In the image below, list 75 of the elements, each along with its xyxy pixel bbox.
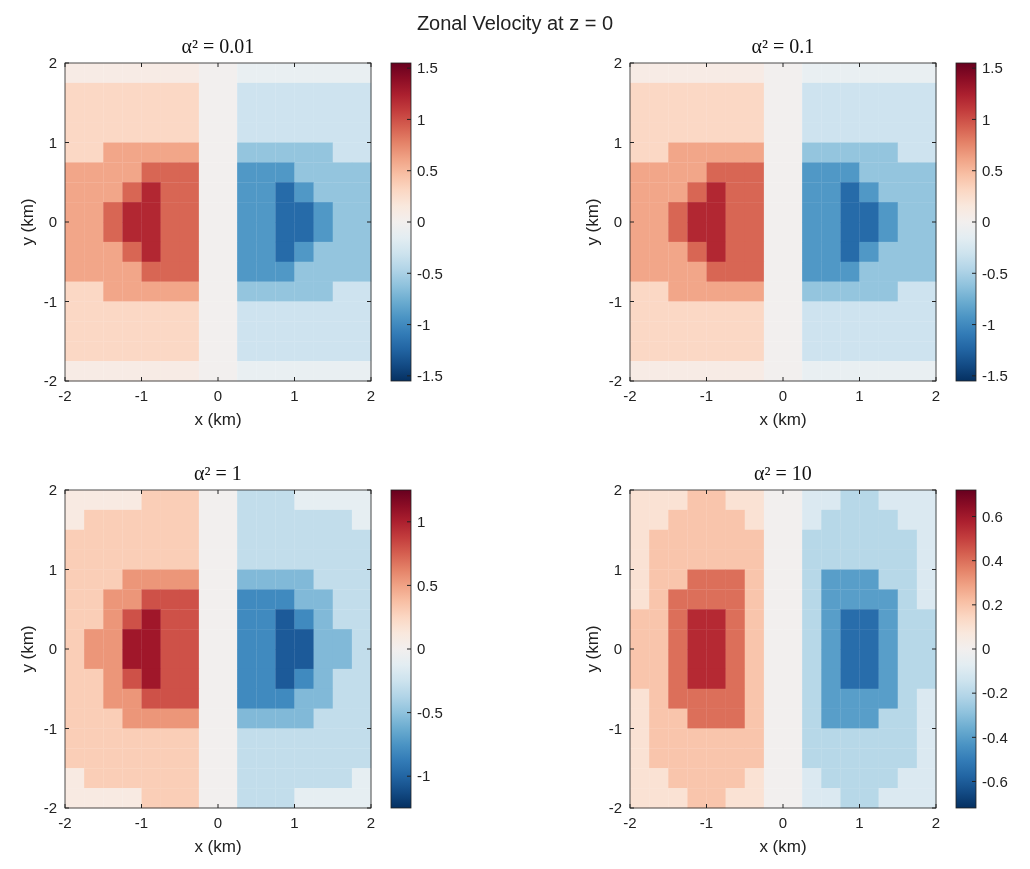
- y-tick-label: 1: [48, 133, 57, 151]
- y-tick-label: -2: [608, 372, 622, 390]
- color-bar-label: 1: [417, 110, 426, 128]
- color-bar-label: 0.2: [982, 596, 1003, 614]
- y-tick-label: -1: [608, 292, 622, 310]
- x-tick-label: 1: [290, 814, 299, 831]
- x-tick-label: 1: [855, 387, 864, 404]
- y-axis-title: y (km): [583, 198, 602, 246]
- color-bar-label: -1: [417, 315, 431, 333]
- y-axis-title: y (km): [18, 198, 37, 246]
- color-bar-label: 1.5: [417, 59, 438, 77]
- y-tick-label: 1: [613, 133, 622, 151]
- y-tick-label: -2: [608, 799, 622, 817]
- color-bar-label: 0.6: [982, 507, 1003, 525]
- color-bar-label: -0.2: [982, 684, 1008, 702]
- x-axis-title: x (km): [194, 837, 242, 856]
- chart-title: α² = 0.01: [181, 35, 255, 57]
- x-tick-label: -1: [134, 814, 149, 831]
- x-axis-title: x (km): [194, 410, 242, 429]
- x-tick-label: 2: [366, 814, 376, 831]
- color-bar-label: 0.5: [982, 161, 1003, 179]
- color-bar-label: 0: [982, 640, 991, 658]
- y-tick-label: 2: [48, 481, 57, 499]
- x-tick-label: 0: [213, 814, 223, 831]
- x-tick-label: 1: [290, 387, 299, 404]
- color-bar-label: 0.5: [417, 576, 438, 594]
- y-axis-title: y (km): [583, 625, 602, 673]
- color-bar-label: 0: [417, 213, 426, 231]
- y-tick-label: 0: [48, 640, 57, 658]
- color-bar-label: -1.5: [982, 367, 1008, 385]
- y-tick-label: 1: [613, 560, 622, 578]
- color-bar-label: 1: [982, 110, 991, 128]
- chart-title: α² = 10: [754, 462, 812, 484]
- x-axis-title: x (km): [759, 837, 807, 856]
- color-bar-label: -0.5: [417, 264, 443, 282]
- color-bar-label: 1.5: [982, 59, 1003, 77]
- x-tick-label: -1: [134, 387, 149, 404]
- y-tick-label: -1: [608, 719, 622, 737]
- text: Zonal Velocity at z = 0: [416, 12, 614, 34]
- y-tick-label: 2: [613, 481, 622, 499]
- x-tick-label: 2: [931, 387, 941, 404]
- x-tick-label: 2: [931, 814, 941, 831]
- color-bar-label: 0.4: [982, 551, 1003, 569]
- y-tick-label: 0: [613, 640, 622, 658]
- y-tick-label: -1: [43, 292, 57, 310]
- chart-title: α² = 1: [194, 462, 242, 484]
- x-tick-label: 2: [366, 387, 376, 404]
- x-tick-label: 1: [855, 814, 864, 831]
- color-bar-label: 0: [982, 213, 991, 231]
- y-tick-label: 0: [48, 213, 57, 231]
- y-tick-label: -2: [43, 799, 57, 817]
- y-tick-label: -1: [43, 719, 57, 737]
- x-tick-label: 0: [778, 814, 788, 831]
- color-bar-label: -0.6: [982, 772, 1008, 790]
- y-tick-label: -2: [43, 372, 57, 390]
- color-bar-label: 0.5: [417, 161, 438, 179]
- x-tick-label: 0: [778, 387, 788, 404]
- color-bar-label: 1: [417, 513, 426, 531]
- x-tick-label: -1: [699, 387, 714, 404]
- y-tick-label: 2: [48, 54, 57, 72]
- chart-title: α² = 0.1: [751, 35, 815, 57]
- color-bar-label: 0: [417, 640, 426, 658]
- x-tick-label: -1: [699, 814, 714, 831]
- color-bar-label: -1: [417, 767, 431, 785]
- y-axis-title: y (km): [18, 625, 37, 673]
- color-bar-label: -0.5: [417, 703, 443, 721]
- color-bar-label: -0.5: [982, 264, 1008, 282]
- y-tick-label: 2: [613, 54, 622, 72]
- x-tick-label: 0: [213, 387, 223, 404]
- x-axis-title: x (km): [759, 410, 807, 429]
- color-bar-label: -0.4: [982, 728, 1008, 746]
- y-tick-label: 1: [48, 560, 57, 578]
- color-bar-label: -1: [982, 315, 996, 333]
- y-tick-label: 0: [613, 213, 622, 231]
- color-bar-label: -1.5: [417, 367, 443, 385]
